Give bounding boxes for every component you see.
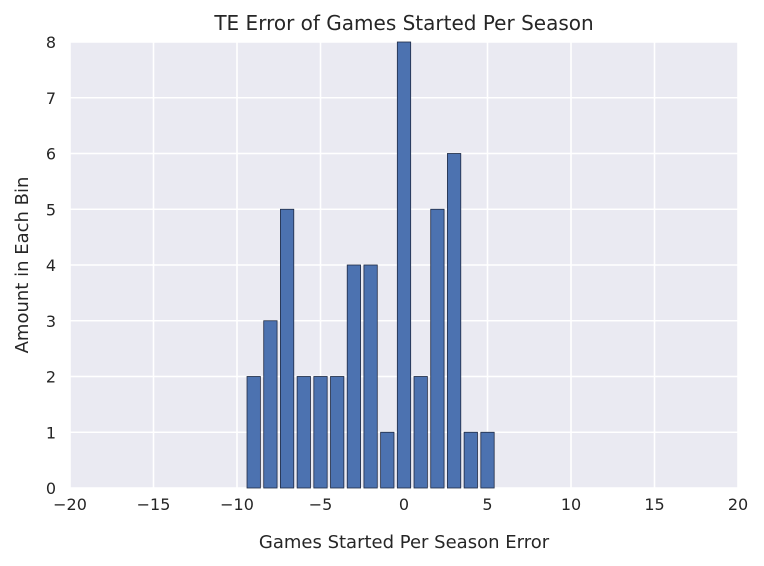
bars: [246, 41, 495, 489]
y-tick-label: 0: [46, 479, 56, 498]
histogram-bar: [447, 153, 462, 489]
x-tick-label: 5: [482, 495, 492, 514]
histogram-bar: [346, 264, 361, 489]
x-tick-label: 0: [399, 495, 409, 514]
x-tick-label: 10: [561, 495, 581, 514]
x-tick-label: −20: [53, 495, 87, 514]
y-tick-label: 5: [46, 200, 56, 219]
histogram-bar: [430, 208, 445, 489]
x-tick-label: 15: [644, 495, 664, 514]
histogram-bar: [330, 376, 345, 489]
histogram-bar: [413, 376, 428, 489]
y-axis-label: Amount in Each Bin: [12, 177, 33, 354]
x-tick-label: −15: [137, 495, 171, 514]
y-tick-label: 4: [46, 256, 56, 275]
x-tick-label: −5: [309, 495, 333, 514]
histogram-bar: [480, 431, 495, 489]
chart-title: TE Error of Games Started Per Season: [213, 11, 593, 35]
y-tick-label: 6: [46, 145, 56, 164]
y-tick-label: 1: [46, 423, 56, 442]
histogram-bar: [463, 431, 478, 489]
y-tick-label: 8: [46, 33, 56, 52]
y-tick-label: 7: [46, 89, 56, 108]
x-axis-label: Games Started Per Season Error: [259, 532, 550, 553]
histogram-bar: [313, 376, 328, 489]
histogram-bar: [246, 376, 261, 489]
histogram-bar: [396, 41, 412, 489]
x-tick-labels: −20 −15 −10 −5 0 5 10 15 20: [53, 495, 748, 514]
y-tick-label: 2: [46, 368, 56, 387]
histogram-bar: [296, 376, 311, 489]
histogram-bar: [280, 208, 295, 489]
x-tick-label: 20: [728, 495, 748, 514]
histogram-bar: [380, 431, 395, 489]
y-tick-label: 3: [46, 312, 56, 331]
x-tick-label: −10: [220, 495, 254, 514]
y-tick-labels: 0 1 2 3 4 5 6 7 8: [46, 33, 56, 498]
histogram-bar: [363, 264, 378, 489]
histogram-bar: [263, 320, 278, 489]
